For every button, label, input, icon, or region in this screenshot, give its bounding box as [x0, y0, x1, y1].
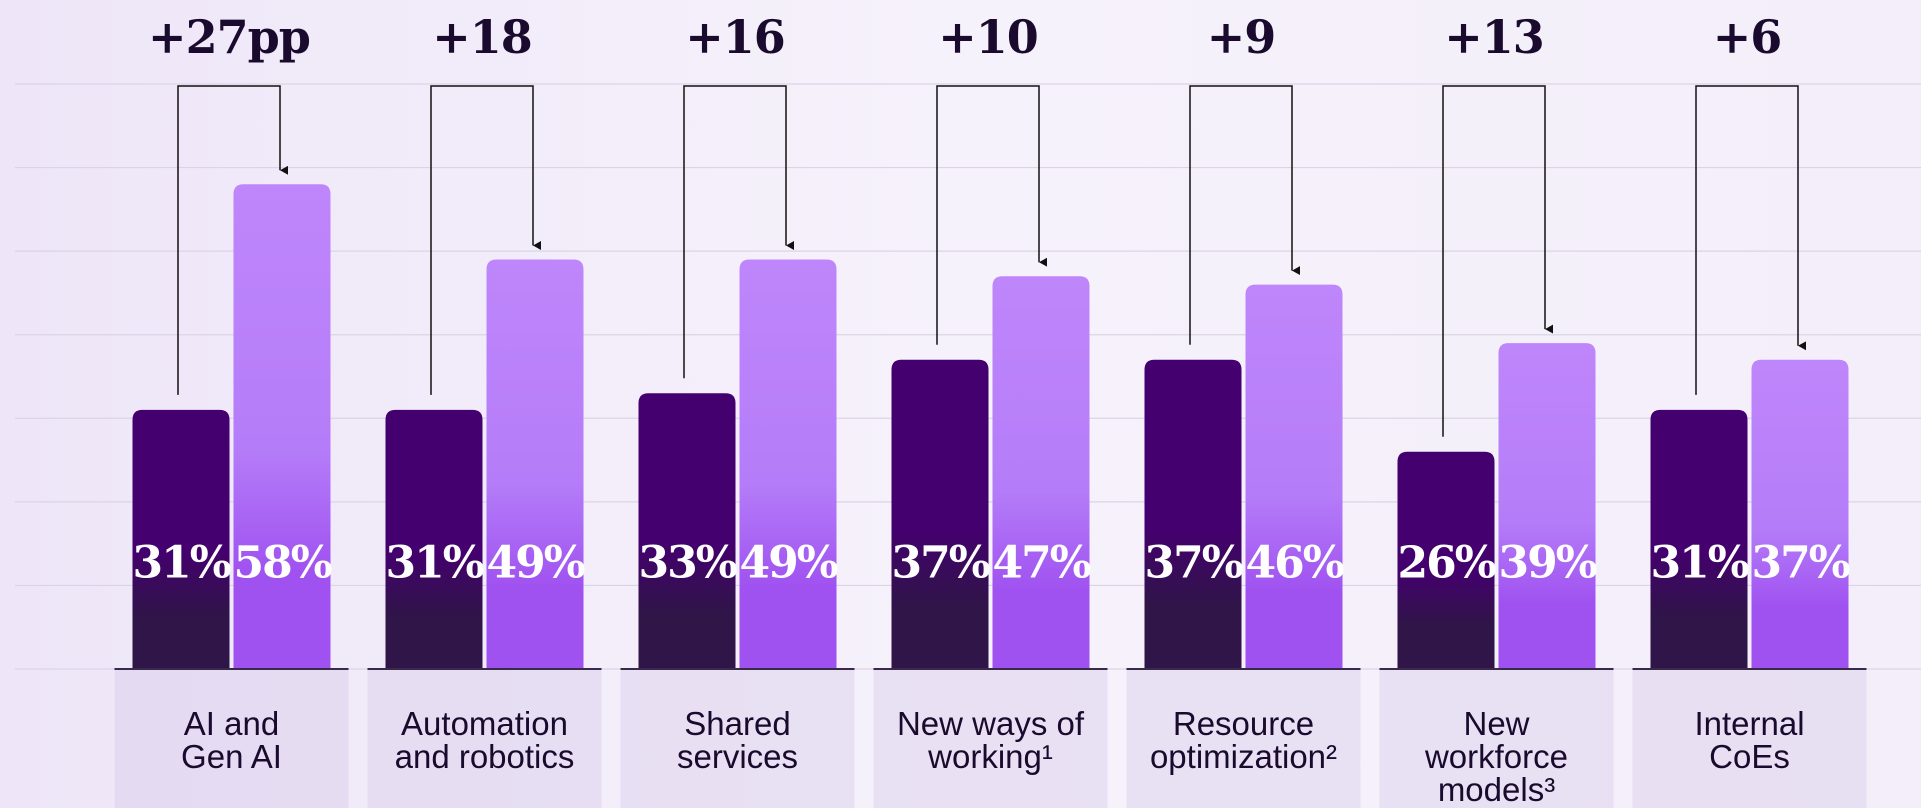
group-shadow [1632, 669, 1867, 808]
bar [1751, 359, 1849, 669]
annotation: +16 [685, 10, 785, 64]
group-shadow [620, 669, 855, 808]
group-shadow [1379, 669, 1614, 808]
annotation: +27pp [148, 10, 310, 64]
bar [992, 276, 1090, 669]
bar [385, 409, 483, 669]
x-tick-label: AI and Gen AI [181, 705, 282, 775]
bar [638, 393, 736, 669]
bar [1498, 343, 1596, 669]
value-label: 46% [1245, 538, 1343, 589]
value-label: 31% [385, 538, 483, 589]
bracket [1189, 85, 1301, 345]
value-label: 47% [992, 538, 1090, 589]
bar [233, 184, 331, 670]
bar [132, 409, 230, 669]
value-label: 31% [132, 538, 230, 589]
bracket [936, 85, 1048, 345]
x-tick-label: New ways of working¹ [897, 705, 1085, 775]
bracket [177, 85, 289, 395]
value-label: 37% [1144, 538, 1242, 589]
bracket [430, 85, 542, 395]
bar [1245, 284, 1343, 669]
x-tick-label: Automation and robotics [395, 705, 575, 775]
bar [739, 259, 837, 669]
bar [486, 259, 584, 669]
bar [1144, 359, 1242, 669]
bracket [1442, 85, 1554, 437]
bracket [1695, 85, 1807, 395]
annotation: +10 [938, 10, 1038, 64]
group-shadow [367, 669, 602, 808]
x-tick-label: New workforce models³ [1424, 705, 1568, 808]
value-label: 39% [1498, 538, 1596, 589]
value-label: 37% [1751, 538, 1849, 589]
group-shadow [1126, 669, 1361, 808]
group-shadow [873, 669, 1108, 808]
bar [1397, 451, 1495, 669]
bar [891, 359, 989, 669]
bar [1650, 409, 1748, 669]
annotation: +13 [1444, 10, 1544, 64]
group-shadow [114, 669, 349, 808]
bracket [683, 85, 795, 379]
value-label: 58% [233, 538, 331, 589]
x-tick-label: Internal CoEs [1694, 705, 1804, 775]
annotation: +9 [1207, 10, 1276, 64]
value-label: 49% [739, 538, 837, 589]
value-label: 26% [1397, 538, 1495, 589]
value-label: 33% [638, 538, 736, 589]
annotation: +18 [432, 10, 532, 64]
value-label: 37% [891, 538, 989, 589]
x-tick-label: Shared services [677, 705, 798, 775]
value-label: 31% [1650, 538, 1748, 589]
x-tick-label: Resource optimization² [1150, 705, 1337, 775]
annotation: +6 [1713, 10, 1782, 64]
value-label: 49% [486, 538, 584, 589]
